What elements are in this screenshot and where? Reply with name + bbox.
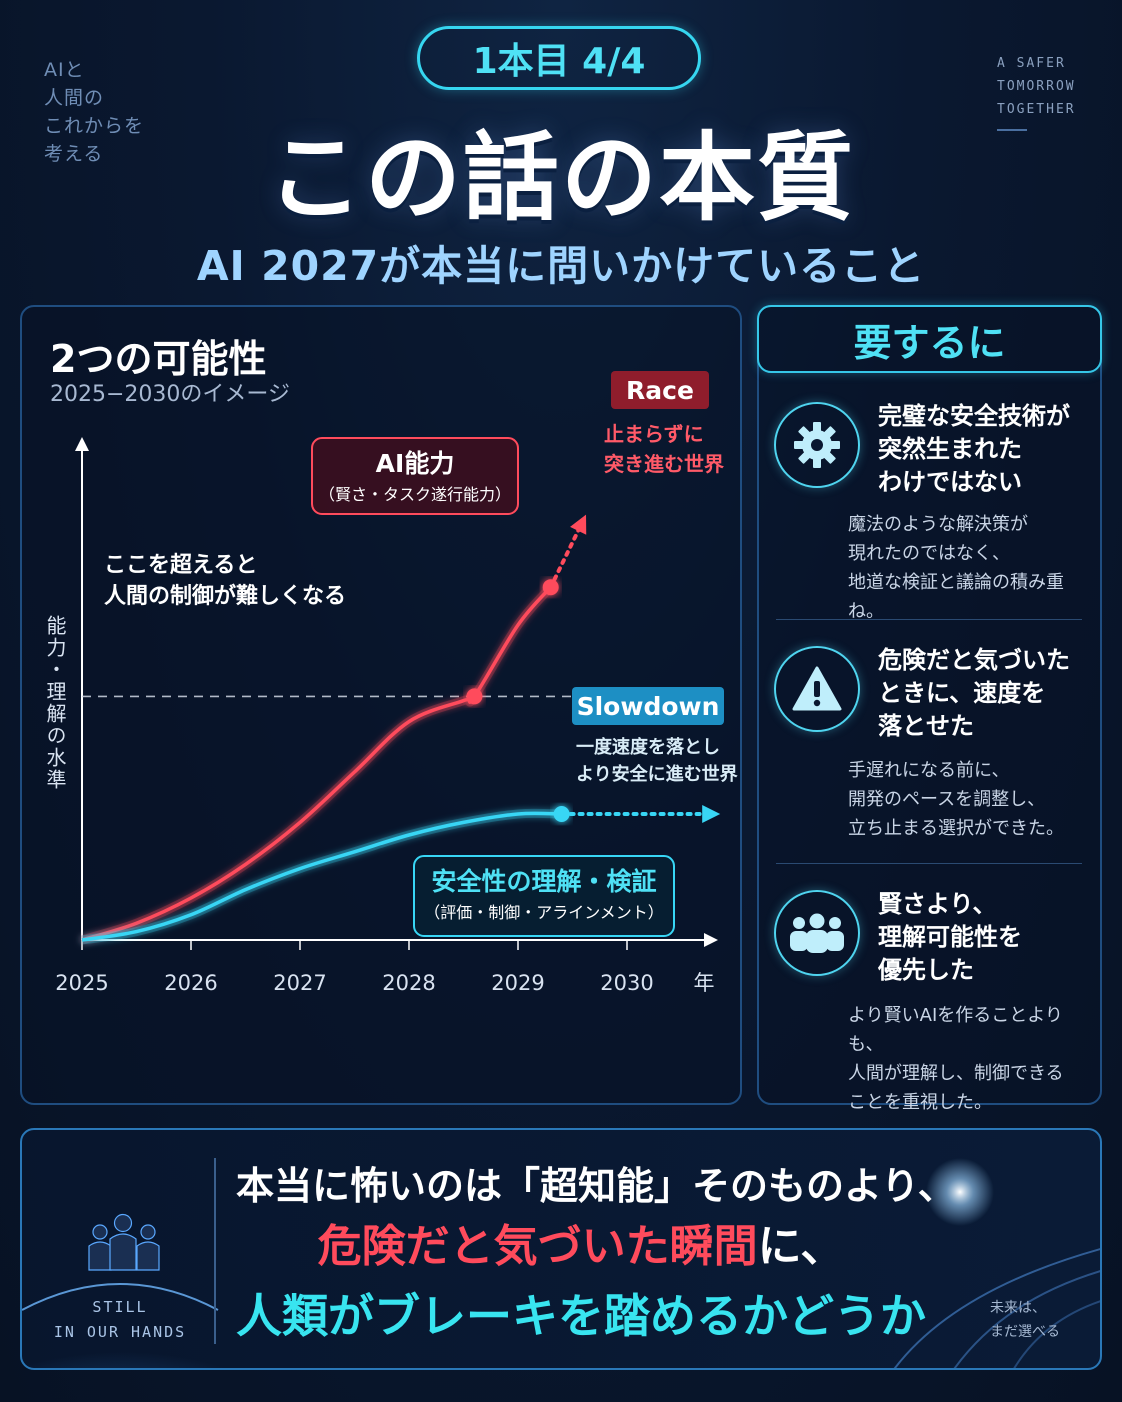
x-tick-label: 2025 (55, 971, 108, 995)
side-note-left: AIと 人間の これからを 考える (44, 56, 144, 168)
safety-scenario-tag-label: Slowdown (577, 692, 720, 721)
banner-line-3: 人類がブレーキを踏めるかどうか (236, 1289, 926, 1343)
summary-item: 完璧な安全技術が 突然生まれた わけではない 魔法のような解決策が 現れたのでは… (770, 402, 1095, 622)
future-line: まだ選べる (990, 1324, 1060, 1340)
ai-extension (548, 518, 586, 590)
banner-line-2: 危険だと気づいた瞬間に、 (236, 1210, 926, 1274)
summary-heading: 要するに (757, 305, 1102, 373)
ai-arrowhead (570, 514, 587, 535)
safety-scenario-desc: より安全に進む世界 (576, 763, 738, 785)
divider (776, 863, 1082, 864)
ai-scenario-desc: 止まらずに (604, 422, 704, 446)
side-note-right: A SAFER TOMORROW TOGETHER (997, 52, 1076, 131)
warning-icon (774, 646, 860, 732)
future-note: 未来は、 まだ選べる (990, 1296, 1060, 1344)
threshold-label: ここを超えると (104, 553, 257, 578)
chart-subtitle: 2025−2030のイメージ (50, 382, 290, 407)
y-axis-label: 能力・理解の水準 (43, 615, 67, 791)
safety-label-title: 安全性の理解・検証 (431, 867, 656, 896)
gear-icon (774, 402, 860, 488)
x-tick-label: 2028 (382, 971, 435, 995)
summary-item: 賢さより、 理解可能性を 優先した より賢いAIを作ることよりも、 人間が理解し… (770, 890, 1095, 1113)
x-tick-label: 2027 (273, 971, 326, 995)
capability-chart: 能力・理解の水準 2025 2026 2027 2028 2029 2030 年 ここを超えると… (43, 371, 738, 995)
side-note-line: 人間の (44, 87, 105, 109)
x-tick-label: 2026 (164, 971, 217, 995)
conclusion-banner (20, 1128, 1102, 1370)
ai-label-sub: （賢さ・タスク遂行能力） (319, 485, 511, 504)
safety-line (81, 811, 562, 942)
still-line: IN OUR HANDS (53, 1323, 187, 1341)
side-note-line: A SAFER (997, 56, 1066, 71)
threshold-label: 人間の制御が難しくなる (104, 583, 346, 609)
ai-marker (542, 579, 559, 596)
page-subtitle: AI 2027が本当に問いかけていること (196, 242, 926, 290)
side-note-line: TOGETHER (997, 102, 1076, 117)
banner-line-2-tail: に、 (757, 1221, 845, 1272)
people-icon (774, 890, 860, 976)
page-title: この話の本質 (267, 122, 855, 234)
safety-arrowhead (702, 805, 721, 823)
divider (997, 129, 1027, 131)
summary-item-title: 完璧な安全技術が 突然生まれた わけではない (878, 402, 1070, 496)
safety-scenario-desc: 一度速度を落とし (576, 736, 720, 758)
side-note-line: TOMORROW (997, 79, 1076, 94)
side-note-line: AIと (44, 59, 85, 81)
safety-label-sub: （評価・制御・アラインメント） (424, 903, 664, 922)
x-tick-label: 2029 (491, 971, 544, 995)
future-line: 未来は、 (990, 1300, 1046, 1316)
safety-label-box (413, 855, 675, 937)
ai-label-title: AI能力 (376, 449, 455, 478)
ai-label-box (311, 437, 519, 515)
ai-marker (466, 688, 483, 705)
episode-badge: 1本目 4/4 (417, 26, 701, 90)
x-axis-arrow (704, 933, 718, 947)
banner-line-1: 本当に怖いのは「超知能」そのものより、 (236, 1164, 956, 1208)
summary-item-body: 手遅れになる前に、 開発のペースを調整し、 立ち止まる選択ができた。 (848, 760, 1064, 839)
summary-item-body: より賢いAIを作ることよりも、 人間が理解し、制御できる ことを重視した。 (848, 1005, 1064, 1113)
side-note-line: これからを (44, 115, 145, 137)
summary-item-body: 魔法のような解決策が 現れたのではなく、 地道な検証と議論の積み重ね。 (848, 514, 1064, 622)
divider (214, 1158, 216, 1344)
banner-illustration (22, 1158, 1100, 1368)
chart-title: 2つの可能性 (50, 337, 267, 381)
ai-scenario-desc: 突き進む世界 (604, 452, 724, 476)
ai-scenario-tag (611, 371, 709, 409)
y-axis-arrow (75, 437, 89, 451)
still-line: STILL (92, 1298, 148, 1316)
divider (776, 619, 1082, 620)
safety-marker (553, 806, 570, 822)
x-unit-label: 年 (694, 971, 715, 995)
safety-scenario-tag (572, 687, 724, 725)
ai-scenario-tag-label: Race (626, 376, 694, 405)
ai-line (81, 586, 553, 942)
summary-item: 危険だと気づいた ときに、速度を 落とせた 手遅れになる前に、 開発のペースを調… (770, 646, 1095, 856)
still-in-our-hands: STILL IN OUR HANDS (22, 1295, 218, 1345)
summary-item-title: 賢さより、 理解可能性を 優先した (878, 890, 1022, 984)
x-tick-label: 2030 (600, 971, 653, 995)
summary-item-title: 危険だと気づいた ときに、速度を 落とせた (878, 646, 1070, 740)
banner-highlight: 危険だと気づいた瞬間 (317, 1221, 758, 1272)
side-note-line: 考える (44, 143, 104, 165)
